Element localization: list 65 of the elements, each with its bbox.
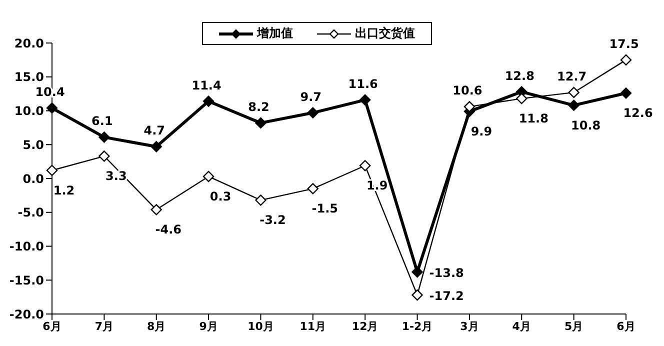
data-label: 9.7 (300, 90, 322, 104)
data-label: 10.8 (571, 118, 601, 132)
point (568, 86, 580, 98)
data-label: -17.2 (429, 289, 464, 304)
x-tick-label: 7月 (94, 320, 114, 333)
data-label: 4.7 (144, 124, 165, 138)
y-tick-label: -5.0 (18, 206, 44, 220)
point (412, 266, 423, 278)
data-label: 17.5 (609, 36, 639, 51)
point (202, 170, 214, 182)
point (568, 100, 580, 111)
data-label: -13.8 (429, 266, 464, 280)
point (202, 96, 214, 107)
point (255, 194, 266, 206)
x-tick-label: 11月 (300, 320, 326, 333)
point (98, 132, 110, 143)
data-label: 6.1 (92, 114, 113, 128)
point (412, 289, 423, 301)
y-tick-label: 0.0 (22, 172, 44, 186)
data-label: 11.4 (192, 78, 222, 92)
data-label: 11.6 (348, 76, 378, 91)
point (46, 102, 58, 114)
data-label: 12.7 (557, 69, 587, 84)
point (359, 160, 371, 172)
x-tick-label: 1-2月 (402, 320, 433, 333)
y-tick-label: -20.0 (9, 307, 44, 322)
x-tick-label: 6月 (42, 320, 62, 333)
point (150, 204, 162, 216)
x-tick-label: 10月 (248, 320, 274, 333)
y-tick-label: 5.0 (22, 138, 44, 152)
data-label: -1.5 (312, 202, 338, 216)
x-tick-label: 12月 (352, 320, 378, 333)
x-tick-label: 9月 (199, 320, 218, 333)
data-label: 0.3 (210, 189, 232, 204)
y-tick-label: 10.0 (14, 104, 44, 118)
x-tick-label: 4月 (512, 320, 531, 333)
point (307, 183, 319, 194)
legend-label: 出口交货值 (354, 25, 415, 42)
point (46, 164, 58, 176)
y-tick-label: 20.0 (14, 36, 44, 50)
y-tick-label: -10.0 (9, 240, 44, 254)
data-label: -4.6 (155, 222, 182, 237)
point (359, 94, 371, 106)
point (255, 117, 266, 129)
point (98, 150, 110, 162)
point (464, 101, 476, 112)
data-label: -3.2 (260, 213, 286, 228)
data-label: 1.2 (53, 183, 75, 198)
point (150, 141, 162, 152)
y-tick-label: -15.0 (9, 273, 44, 288)
point (620, 54, 632, 66)
data-label: 8.2 (248, 100, 270, 114)
data-label: 10.6 (452, 84, 482, 98)
point (307, 107, 319, 118)
data-label: 12.8 (504, 68, 534, 83)
data-label: 9.9 (470, 124, 492, 138)
point (620, 88, 632, 99)
y-tick-label: 15.0 (14, 70, 44, 84)
x-tick-label: 6月 (616, 320, 636, 333)
x-tick-label: 8月 (147, 320, 166, 333)
data-label: 11.8 (518, 112, 548, 126)
legend-label: 增加值 (256, 25, 293, 42)
data-label: 12.6 (623, 106, 653, 120)
x-tick-label: 5月 (564, 320, 584, 333)
x-tick-label: 3月 (460, 320, 479, 333)
